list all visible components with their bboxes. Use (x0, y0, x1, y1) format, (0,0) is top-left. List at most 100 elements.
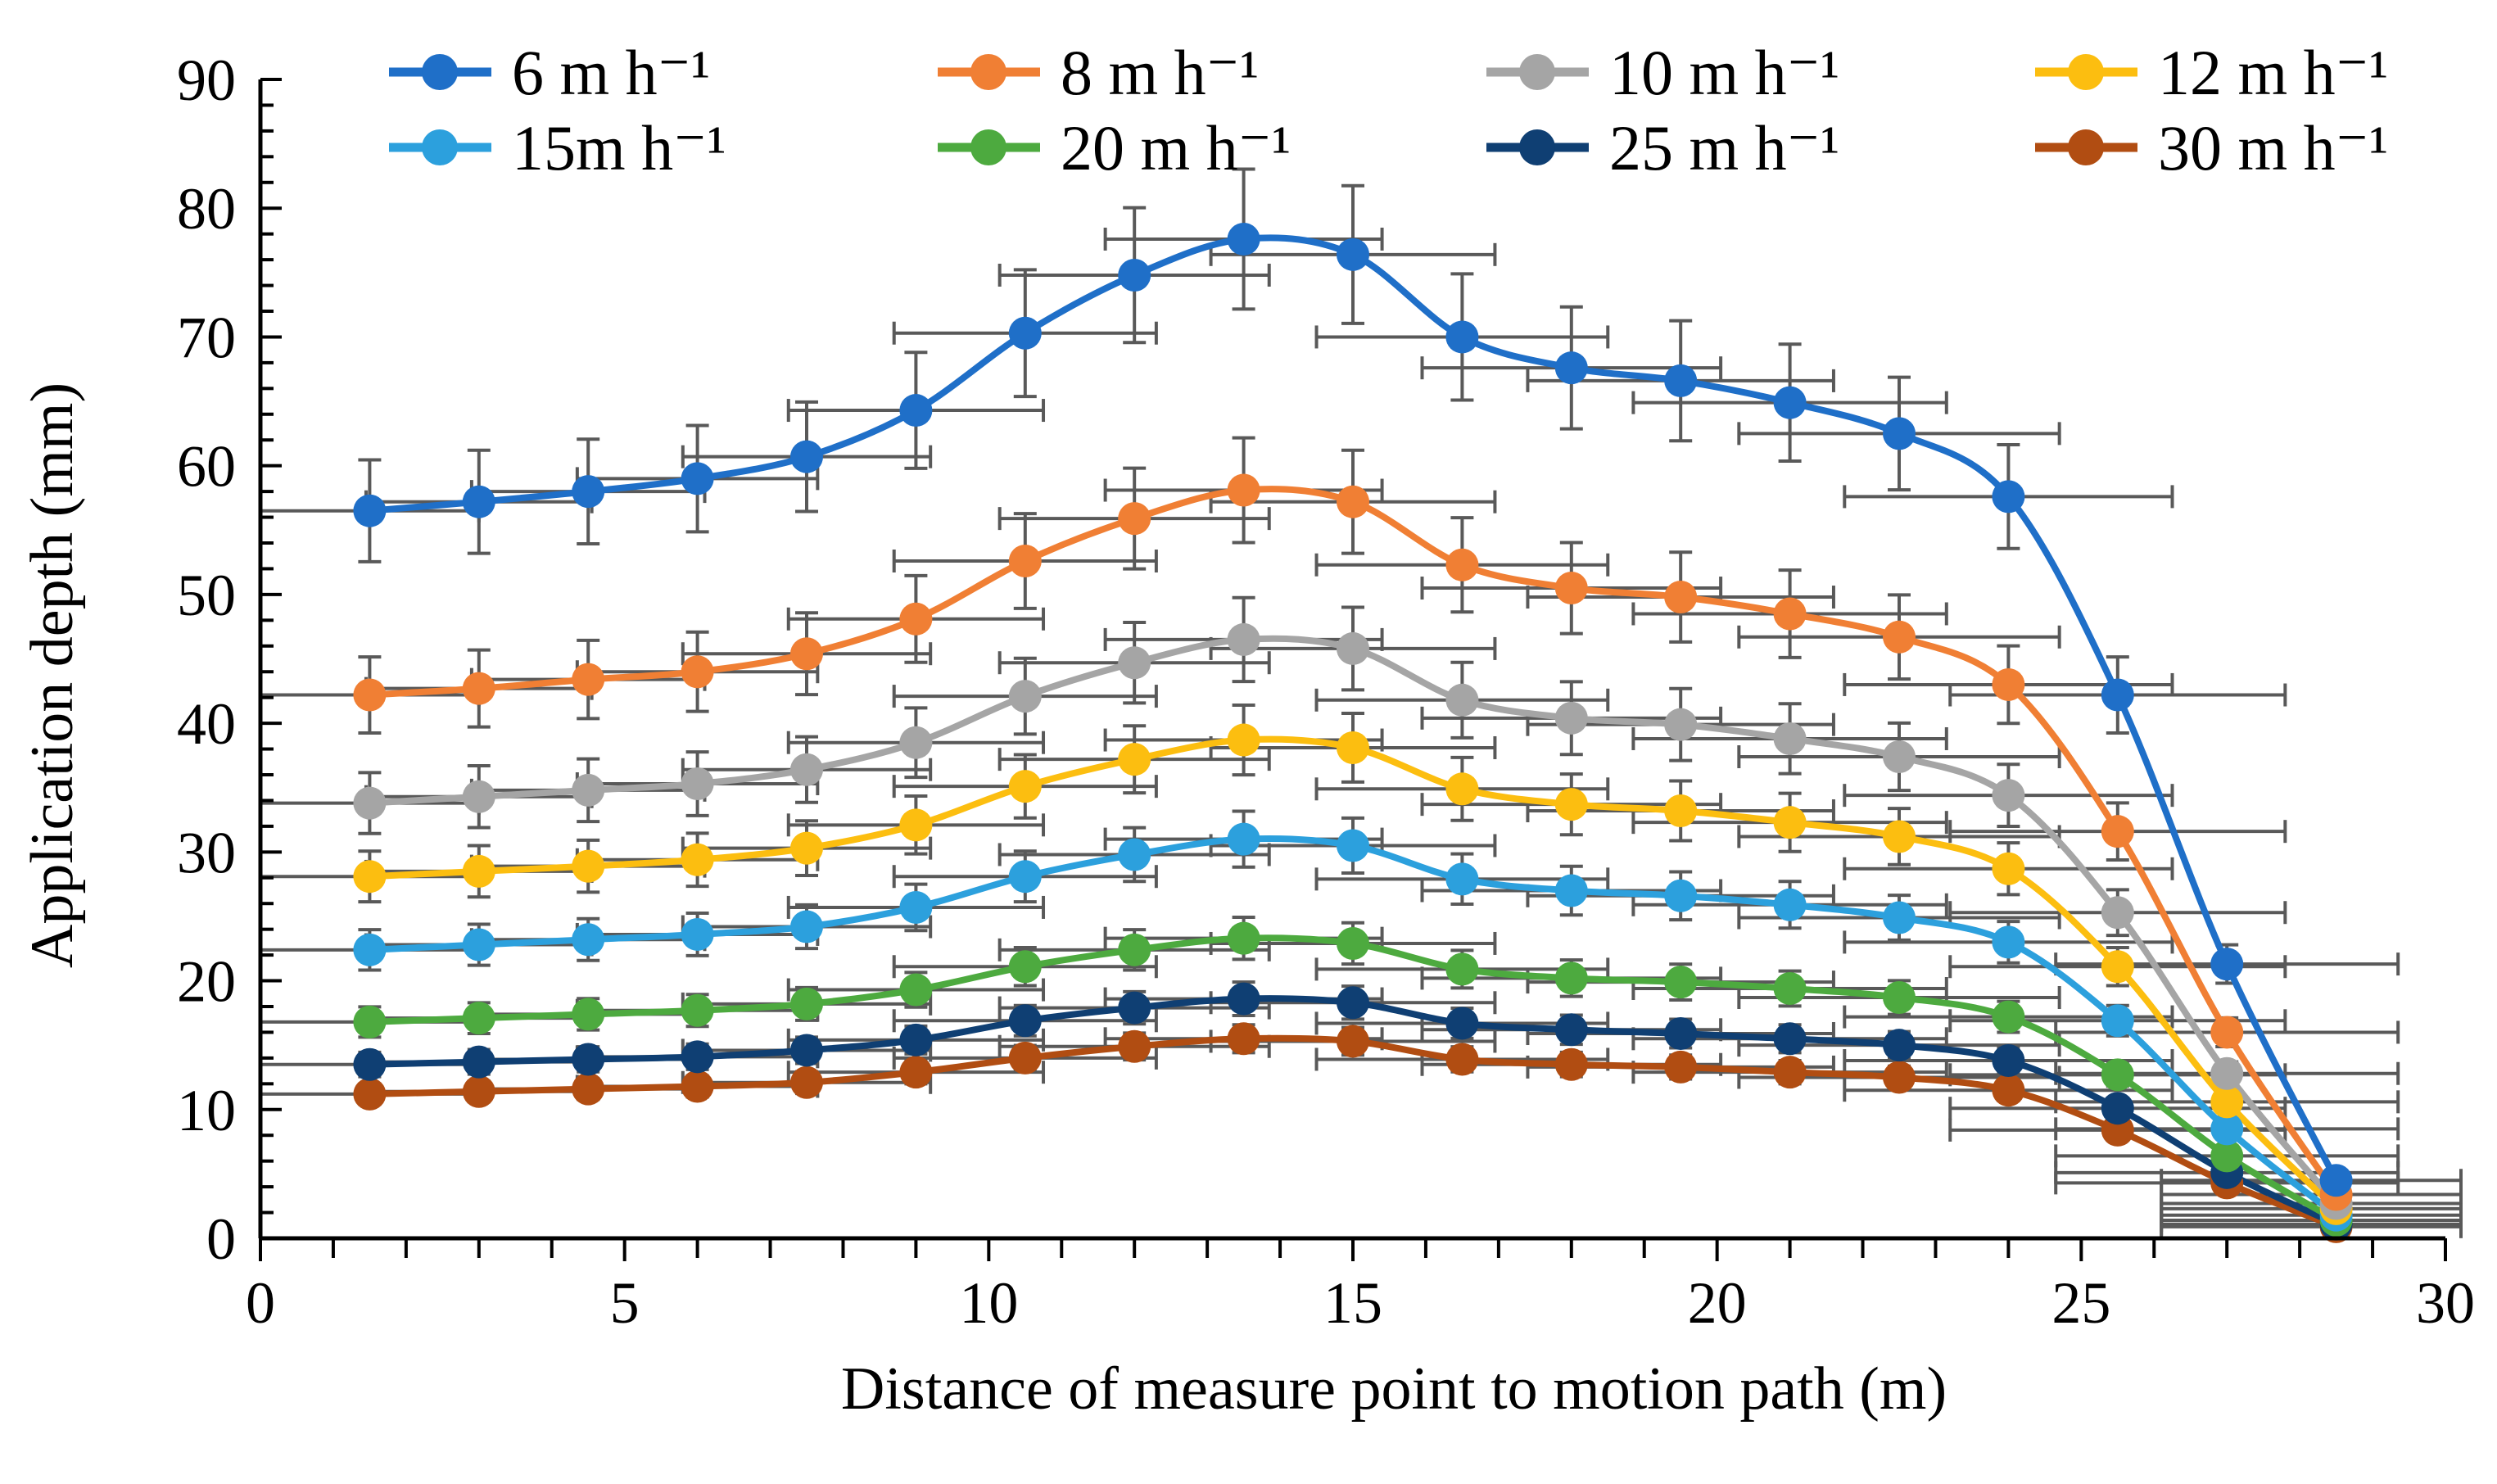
data-point (1992, 667, 2025, 701)
y-tick-label: 30 (177, 820, 236, 885)
data-point (1008, 545, 1042, 578)
data-point (1992, 480, 2025, 514)
data-point (1554, 572, 1588, 605)
data-point (1992, 779, 2025, 812)
series-line (366, 1034, 2340, 1230)
data-point (462, 672, 495, 705)
data-point (1008, 680, 1042, 713)
data-point (790, 753, 823, 786)
data-point (1227, 723, 1260, 757)
data-point (1118, 991, 1151, 1025)
legend-item: 15m h⁻¹ (389, 112, 726, 183)
x-tick-label: 30 (2416, 1270, 2475, 1336)
data-point (681, 993, 714, 1027)
data-point (353, 1077, 387, 1111)
data-point (462, 485, 495, 518)
data-point (1227, 982, 1260, 1016)
legend-item: 10 m h⁻¹ (1486, 37, 1839, 108)
legend-marker (1519, 129, 1555, 165)
x-tick-label: 25 (2051, 1270, 2110, 1336)
data-point (2319, 1164, 2353, 1197)
legend-label: 10 m h⁻¹ (1609, 37, 1839, 108)
legend-marker (2068, 129, 2104, 165)
data-point (1773, 386, 1807, 419)
data-point (1664, 581, 1698, 614)
data-point (1445, 772, 1479, 806)
data-point (572, 1043, 605, 1076)
data-point (681, 1070, 714, 1103)
data-point (1008, 950, 1042, 984)
data-point (572, 1072, 605, 1106)
y-tick-label: 40 (177, 691, 236, 757)
data-point (572, 773, 605, 807)
data-point (1992, 1044, 2025, 1078)
legend-marker (2068, 54, 2104, 90)
data-point (1554, 1047, 1588, 1081)
data-point (1664, 794, 1698, 828)
data-point (1445, 952, 1479, 986)
data-point (572, 923, 605, 957)
data-point (681, 462, 714, 495)
y-tick-label: 60 (177, 434, 236, 500)
data-point (790, 440, 823, 473)
data-point (1664, 879, 1698, 912)
data-point (2101, 1004, 2134, 1038)
data-point (899, 1056, 933, 1089)
data-point (1554, 701, 1588, 735)
data-point (2101, 1092, 2134, 1125)
data-point (899, 726, 933, 759)
data-point (2210, 1112, 2244, 1146)
data-point (1118, 1029, 1151, 1063)
data-point (2210, 1056, 2244, 1090)
data-point (1664, 966, 1698, 999)
data-point (462, 780, 495, 813)
legend-label: 6 m h⁻¹ (512, 37, 710, 108)
data-point (1337, 731, 1369, 764)
data-point (353, 860, 387, 894)
legend-label: 20 m h⁻¹ (1061, 112, 1291, 183)
data-point (1883, 901, 1916, 934)
data-point (1337, 986, 1369, 1020)
legend-item: 30 m h⁻¹ (2035, 112, 2388, 183)
legend-label: 12 m h⁻¹ (2158, 37, 2388, 108)
data-point (1008, 770, 1042, 803)
x-tick-label: 5 (610, 1270, 640, 1336)
y-tick-label: 80 (177, 176, 236, 242)
data-point (1227, 622, 1260, 656)
data-point (1883, 1061, 1916, 1094)
data-point (2101, 815, 2134, 848)
data-point (1992, 925, 2025, 959)
series-points (353, 222, 2353, 1243)
x-tick-label: 0 (246, 1270, 275, 1336)
data-point (462, 1075, 495, 1108)
data-point (681, 1040, 714, 1074)
series-line (366, 735, 2340, 1212)
legend-label: 25 m h⁻¹ (1609, 112, 1839, 183)
data-point (353, 786, 387, 820)
data-point (790, 910, 823, 943)
data-point (1664, 364, 1698, 397)
data-point (572, 849, 605, 883)
data-point (1883, 417, 1916, 450)
data-point (1773, 597, 1807, 631)
y-tick-label: 10 (177, 1078, 236, 1143)
data-point (1445, 320, 1479, 354)
data-point (1337, 1025, 1369, 1058)
data-point (2101, 950, 2134, 984)
data-point (790, 1034, 823, 1067)
series-line (366, 234, 2340, 1184)
data-point (2101, 896, 2134, 930)
data-point (1227, 1022, 1260, 1056)
data-point (353, 1047, 387, 1081)
legend-marker (1519, 54, 1555, 90)
data-point (1883, 740, 1916, 773)
data-point (1445, 1007, 1479, 1040)
data-point (1664, 708, 1698, 741)
data-point (790, 831, 823, 865)
data-point (1008, 316, 1042, 350)
data-point (1992, 1074, 2025, 1107)
series-line (366, 934, 2340, 1224)
data-point (790, 637, 823, 671)
data-point (1118, 258, 1151, 292)
